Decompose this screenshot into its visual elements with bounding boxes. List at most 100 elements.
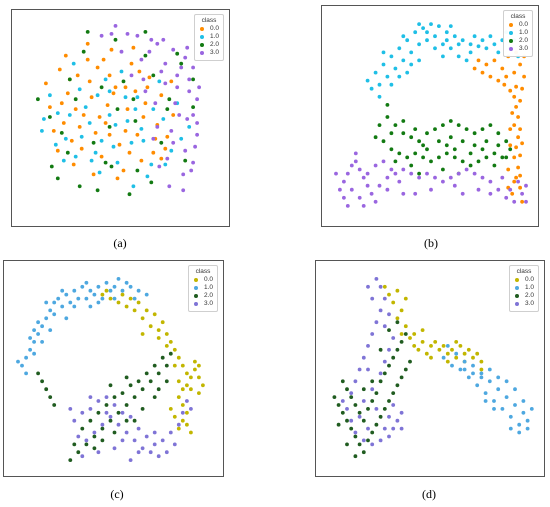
point-c-1-16: [112, 284, 117, 289]
point-b-3-18: [448, 175, 453, 180]
point-b-2-55: [417, 171, 421, 176]
point-c-0-17: [176, 395, 181, 399]
series-d-1: [441, 344, 534, 435]
legend-marker-b-1: [508, 31, 513, 35]
point-a-0-37: [141, 115, 146, 119]
point-b-3-52: [460, 191, 465, 196]
point-d-0-2: [412, 332, 417, 336]
point-c-2-18: [120, 391, 125, 395]
point-b-2-19: [484, 155, 489, 160]
legend-label-a-1: 1.0: [209, 33, 219, 40]
point-a-0-59: [123, 85, 128, 90]
legend-marker-d-2: [514, 294, 519, 298]
point-c-3-32: [120, 438, 125, 443]
point-b-2-48: [468, 151, 473, 156]
point-a-0-15: [121, 168, 126, 173]
point-a-0-16: [143, 101, 148, 106]
point-b-3-33: [373, 163, 378, 168]
point-d-1-24: [504, 379, 509, 384]
point-d-1-15: [483, 391, 488, 395]
point-b-1-53: [444, 38, 449, 43]
point-c-1-38: [48, 328, 53, 332]
point-a-2-21: [135, 168, 140, 173]
point-b-0-35: [492, 58, 497, 63]
point-a-1-28: [141, 138, 146, 143]
point-b-0-39: [508, 88, 513, 93]
point-c-1-39: [60, 288, 65, 293]
point-b-2-27: [421, 155, 425, 160]
point-c-1-32: [116, 277, 121, 281]
point-d-1-7: [504, 395, 509, 399]
point-c-1-37: [40, 340, 44, 344]
point-a-2-3: [91, 140, 96, 145]
point-c-1-3: [32, 340, 36, 344]
caption-d: (d): [422, 487, 436, 501]
point-b-0-12: [514, 105, 518, 109]
point-b-3-34: [381, 159, 386, 164]
point-d-3-2: [382, 296, 387, 301]
point-b-3-24: [496, 187, 501, 192]
point-b-1-2: [389, 54, 394, 59]
legend-marker-a-0: [199, 27, 204, 31]
point-b-2-1: [393, 123, 398, 127]
point-b-2-18: [492, 151, 497, 156]
point-a-2-2: [65, 150, 70, 155]
point-d-2-34: [403, 332, 408, 336]
point-c-0-24: [172, 414, 177, 419]
point-d-3-0: [374, 277, 379, 281]
point-b-3-51: [524, 199, 528, 204]
point-c-3-33: [136, 450, 141, 455]
point-d-2-11: [378, 414, 383, 419]
point-b-0-25: [508, 127, 513, 131]
point-b-0-21: [510, 191, 515, 196]
point-c-3-26: [76, 434, 81, 439]
legend-b: class 0.0 1.0 2.0 3.0: [502, 10, 533, 57]
point-a-3-47: [151, 136, 156, 141]
point-b-0-38: [520, 86, 524, 91]
point-c-0-20: [180, 418, 185, 423]
point-a-1-36: [125, 119, 130, 123]
point-a-2-30: [165, 107, 170, 111]
point-c-3-15: [164, 450, 169, 455]
point-d-1-16: [475, 383, 480, 388]
series-d-3: [340, 277, 404, 447]
point-a-1-41: [135, 95, 140, 100]
point-b-0-10: [514, 84, 518, 89]
point-c-0-1: [108, 296, 113, 301]
point-d-3-17: [387, 434, 391, 439]
point-a-3-26: [185, 117, 190, 121]
point-d-3-24: [357, 414, 362, 419]
point-a-0-24: [48, 105, 52, 109]
point-d-2-28: [378, 379, 383, 384]
point-b-0-32: [522, 74, 526, 79]
point-c-3-3: [96, 399, 101, 403]
point-a-3-46: [173, 101, 178, 106]
point-c-1-28: [84, 280, 89, 285]
point-a-0-35: [107, 73, 112, 78]
point-b-2-8: [448, 119, 453, 123]
point-b-0-24: [510, 111, 515, 115]
point-c-1-30: [100, 296, 105, 301]
point-a-2-26: [175, 51, 180, 56]
point-a-1-29: [83, 105, 88, 109]
point-b-1-54: [405, 70, 410, 75]
point-b-3-46: [413, 191, 418, 196]
point-d-2-18: [408, 359, 412, 364]
point-d-0-33: [454, 340, 459, 344]
point-a-3-6: [191, 65, 196, 70]
point-c-3-11: [160, 438, 165, 443]
point-a-2-1: [48, 115, 52, 119]
point-a-0-19: [147, 75, 152, 80]
point-c-2-35: [48, 395, 53, 399]
point-b-3-30: [349, 187, 354, 192]
point-b-3-21: [472, 171, 477, 176]
point-b-3-41: [516, 179, 520, 184]
point-a-0-8: [63, 53, 68, 58]
point-d-2-39: [387, 328, 391, 332]
point-a-3-45: [161, 37, 166, 42]
point-d-2-22: [353, 403, 358, 407]
point-a-3-21: [163, 81, 168, 86]
point-b-1-37: [472, 34, 477, 39]
point-b-0-15: [516, 135, 520, 140]
point-a-0-56: [159, 156, 164, 161]
